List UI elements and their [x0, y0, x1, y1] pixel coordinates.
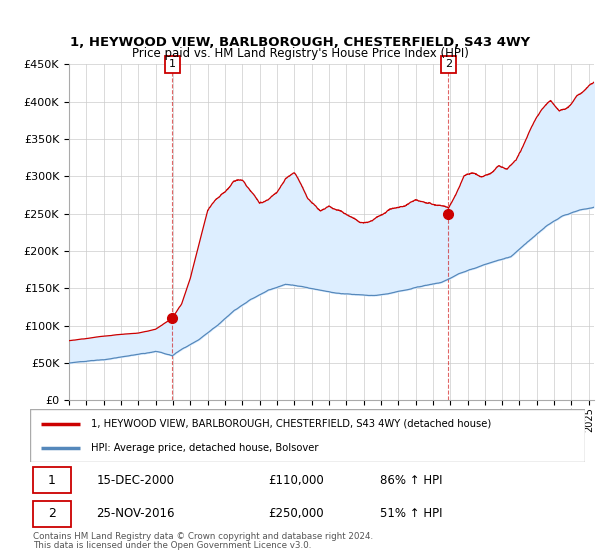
Text: 1: 1 — [169, 59, 176, 69]
Text: Contains HM Land Registry data © Crown copyright and database right 2024.: Contains HM Land Registry data © Crown c… — [33, 532, 373, 541]
Text: 25-NOV-2016: 25-NOV-2016 — [97, 507, 175, 520]
Text: 1, HEYWOOD VIEW, BARLBOROUGH, CHESTERFIELD, S43 4WY (detached house): 1, HEYWOOD VIEW, BARLBOROUGH, CHESTERFIE… — [91, 419, 491, 429]
Text: 51% ↑ HPI: 51% ↑ HPI — [380, 507, 442, 520]
Text: 2: 2 — [445, 59, 452, 69]
Text: £110,000: £110,000 — [269, 474, 325, 487]
Bar — [33, 501, 71, 526]
Text: 15-DEC-2000: 15-DEC-2000 — [97, 474, 175, 487]
Text: Price paid vs. HM Land Registry's House Price Index (HPI): Price paid vs. HM Land Registry's House … — [131, 46, 469, 60]
Text: 86% ↑ HPI: 86% ↑ HPI — [380, 474, 442, 487]
Text: 2: 2 — [48, 507, 56, 520]
Bar — [33, 468, 71, 493]
Text: HPI: Average price, detached house, Bolsover: HPI: Average price, detached house, Bols… — [91, 442, 319, 452]
Text: This data is licensed under the Open Government Licence v3.0.: This data is licensed under the Open Gov… — [33, 541, 311, 550]
Text: 1, HEYWOOD VIEW, BARLBOROUGH, CHESTERFIELD, S43 4WY: 1, HEYWOOD VIEW, BARLBOROUGH, CHESTERFIE… — [70, 35, 530, 49]
Text: 1: 1 — [48, 474, 56, 487]
Text: £250,000: £250,000 — [269, 507, 324, 520]
